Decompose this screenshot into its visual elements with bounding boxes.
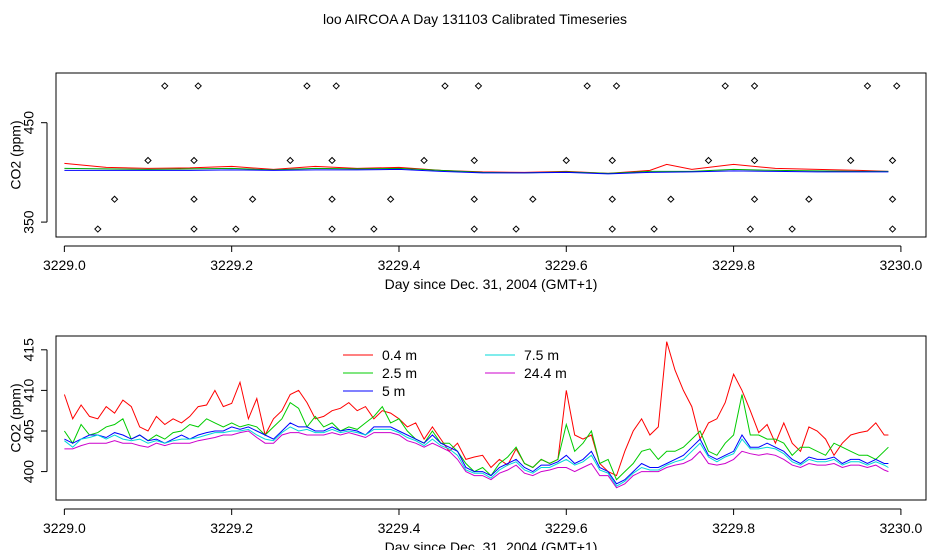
legend-label: 7.5 m	[524, 347, 559, 363]
panel2-plot-frame	[55, 335, 927, 501]
calibration-point	[286, 156, 294, 165]
calibration-point	[470, 195, 478, 203]
calibration-point	[420, 156, 428, 165]
panel2-x-tick-label: 3229.8	[712, 520, 755, 536]
panel1-plot-frame	[55, 72, 927, 238]
calibration-point	[529, 195, 537, 203]
legend-label: 2.5 m	[382, 365, 417, 381]
panel2-y-tick-label: 405	[21, 419, 37, 443]
panel1-trace-line-3	[64, 168, 889, 175]
calibration-point	[470, 225, 478, 233]
panel1-x-axis-label: Day since Dec. 31, 2004 (GMT+1)	[385, 276, 598, 292]
panel2-x-tick-label: 3229.0	[43, 520, 86, 536]
series-line-24-4-m	[64, 430, 889, 489]
calibration-point	[303, 82, 311, 90]
calibration-point	[94, 225, 102, 233]
calibration-point	[888, 195, 897, 203]
panel1-x-tick-label: 3229.8	[712, 257, 755, 273]
legend-label: 5 m	[382, 383, 405, 399]
calibration-point	[441, 82, 449, 90]
calibration-point	[650, 225, 658, 233]
chart-title: loo AIRCOA A Day 131103 Calibrated Times…	[322, 11, 627, 27]
calibration-point	[608, 156, 617, 165]
panel1-x-tick-label: 3229.4	[378, 257, 421, 273]
panel1-plot-area	[64, 82, 901, 233]
calibration-point	[386, 195, 395, 203]
calibration-point	[608, 195, 617, 203]
calibration-point	[144, 156, 152, 165]
calibration-point	[562, 156, 570, 165]
calibration-point	[746, 225, 755, 233]
calibration-point	[328, 225, 336, 233]
calibration-point	[704, 156, 713, 165]
panel1-x-tick-label: 3230.0	[879, 257, 922, 273]
calibration-point	[332, 82, 340, 90]
calibration-point	[612, 82, 621, 90]
calibration-point	[788, 225, 796, 233]
panel1-x-tick-label: 3229.0	[43, 257, 86, 273]
panel2-y-axis-label: CO2 (ppm)	[8, 383, 24, 452]
calibration-point	[470, 156, 478, 165]
legend-label: 24.4 m	[524, 365, 567, 381]
calibration-point	[583, 82, 591, 90]
calibration-point	[110, 195, 119, 203]
panel2-y-tick-label: 400	[21, 460, 37, 484]
calibration-point	[474, 82, 483, 90]
calibration-point	[194, 82, 202, 90]
calibration-point	[190, 225, 198, 233]
panel1-y-tick-label: 450	[21, 111, 37, 135]
series-line-0-4-m	[63, 341, 889, 477]
panel2-plot-area	[63, 341, 889, 489]
calibration-point	[161, 82, 169, 90]
calibration-point	[721, 82, 729, 90]
calibration-point	[248, 195, 257, 203]
panel2-x-tick-label: 3229.4	[378, 520, 421, 536]
panel2-x-axis-label: Day since Dec. 31, 2004 (GMT+1)	[385, 539, 598, 550]
calibration-point	[863, 82, 872, 90]
panel2-y-tick-label: 415	[21, 338, 37, 362]
calibration-point	[667, 195, 675, 203]
panel1-y-axis-label: CO2 (ppm)	[8, 120, 24, 189]
calibration-point	[190, 195, 198, 203]
calibration-point	[888, 225, 897, 233]
panel1-x-tick-label: 3229.6	[545, 257, 588, 273]
legend-label: 0.4 m	[382, 347, 417, 363]
series-line-7-5-m	[64, 426, 889, 487]
calibration-point	[750, 156, 759, 165]
calibration-point	[232, 225, 240, 233]
calibration-point	[888, 156, 897, 165]
calibration-point	[750, 82, 759, 90]
panel1-y-tick-label: 350	[21, 210, 37, 234]
calibration-point	[608, 225, 617, 233]
calibration-point	[512, 225, 520, 233]
calibration-point	[750, 195, 759, 203]
calibration-point	[370, 225, 378, 233]
calibration-point	[328, 195, 336, 203]
panel2-x-tick-label: 3229.6	[545, 520, 588, 536]
calibration-point	[190, 156, 198, 165]
panel2-y-tick-label: 410	[21, 379, 37, 403]
calibration-point	[328, 156, 336, 165]
calibration-point	[847, 156, 855, 165]
calibration-point	[893, 82, 901, 90]
panel2-x-tick-label: 3230.0	[879, 520, 922, 536]
calibration-point	[805, 195, 813, 203]
panel2-x-tick-label: 3229.2	[210, 520, 253, 536]
series-line-2-5-m	[63, 394, 889, 481]
panel1-x-tick-label: 3229.2	[210, 257, 253, 273]
series-line-5-m	[64, 422, 889, 485]
